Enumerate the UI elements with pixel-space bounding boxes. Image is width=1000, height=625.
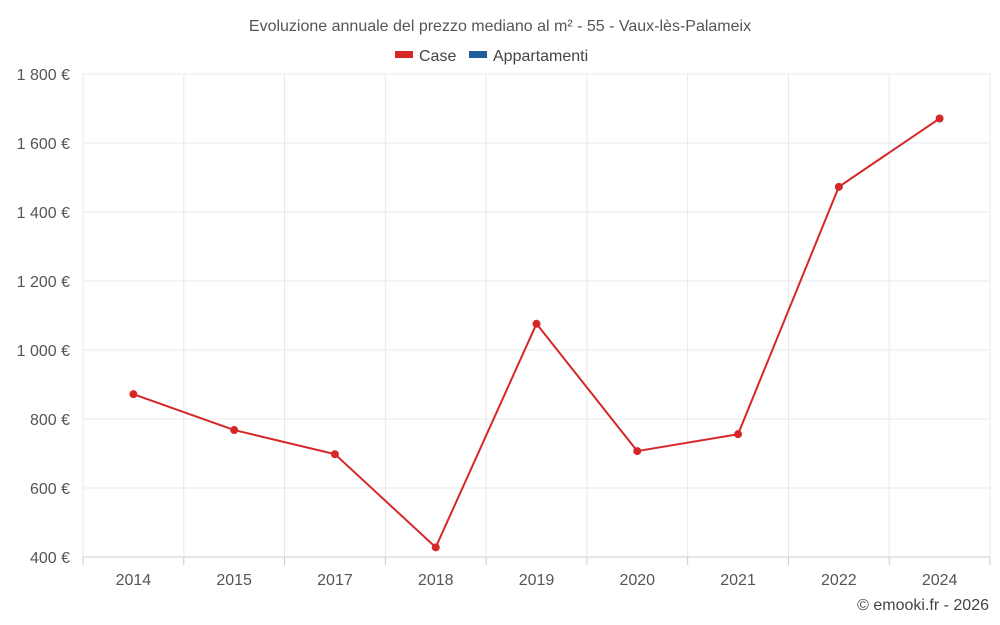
legend: Case Appartamenti <box>395 48 588 65</box>
y-tick-label: 800 € <box>30 412 70 429</box>
legend-item-case[interactable]: Case <box>395 48 456 65</box>
legend-swatch-appartamenti <box>469 51 487 58</box>
y-tick-label: 600 € <box>30 481 70 498</box>
series-lines <box>129 114 944 552</box>
x-tick-label: 2022 <box>821 572 857 589</box>
x-tick-label: 2021 <box>720 572 756 589</box>
x-axis-ticks: 2014 2015 2017 2018 2019 2020 2021 2022 2024 <box>82 557 991 589</box>
y-tick-label: 1 600 € <box>17 136 70 153</box>
x-tick-label: 2017 <box>317 572 353 589</box>
data-point[interactable] <box>330 450 339 459</box>
data-point[interactable] <box>834 182 843 191</box>
data-point[interactable] <box>230 426 239 435</box>
x-tick-label: 2020 <box>619 572 655 589</box>
legend-label-appartamenti: Appartamenti <box>493 48 588 65</box>
x-tick-label: 2014 <box>116 572 152 589</box>
legend-label-case: Case <box>419 48 456 65</box>
data-point[interactable] <box>532 319 541 328</box>
legend-item-appartamenti[interactable]: Appartamenti <box>469 48 588 65</box>
x-tick-label: 2015 <box>216 572 252 589</box>
series-line-case <box>133 117 941 550</box>
data-point[interactable] <box>935 114 944 123</box>
y-tick-label: 1 200 € <box>17 274 70 291</box>
gridlines <box>82 73 991 558</box>
y-axis-ticks: 1 800 € 1 600 € 1 400 € 1 200 € 1 000 € 800 €… <box>17 67 70 567</box>
y-tick-label: 1 000 € <box>17 343 70 360</box>
data-point[interactable] <box>734 430 743 439</box>
data-point[interactable] <box>431 543 440 552</box>
y-tick-label: 400 € <box>30 550 70 567</box>
x-tick-label: 2019 <box>519 572 555 589</box>
y-tick-label: 1 400 € <box>17 205 70 222</box>
chart-title: Evoluzione annuale del prezzo mediano al… <box>249 18 751 35</box>
credit-text: © emooki.fr - 2026 <box>857 597 989 614</box>
x-tick-label: 2018 <box>418 572 454 589</box>
y-tick-label: 1 800 € <box>17 67 70 84</box>
legend-swatch-case <box>395 51 413 58</box>
data-point[interactable] <box>129 390 138 399</box>
data-point[interactable] <box>633 447 642 456</box>
x-tick-label: 2024 <box>922 572 958 589</box>
